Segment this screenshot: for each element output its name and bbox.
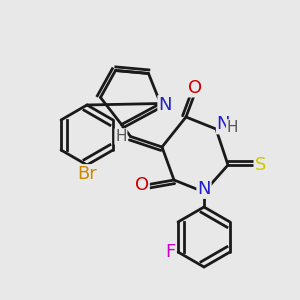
Text: O: O xyxy=(188,79,202,97)
Text: H: H xyxy=(227,120,238,135)
Text: O: O xyxy=(135,176,149,194)
Text: S: S xyxy=(254,156,266,174)
Text: H: H xyxy=(115,129,127,144)
Text: Br: Br xyxy=(77,165,97,183)
Text: N: N xyxy=(158,96,172,114)
Text: N: N xyxy=(197,180,211,198)
Text: F: F xyxy=(165,243,176,261)
Text: N: N xyxy=(217,116,230,134)
